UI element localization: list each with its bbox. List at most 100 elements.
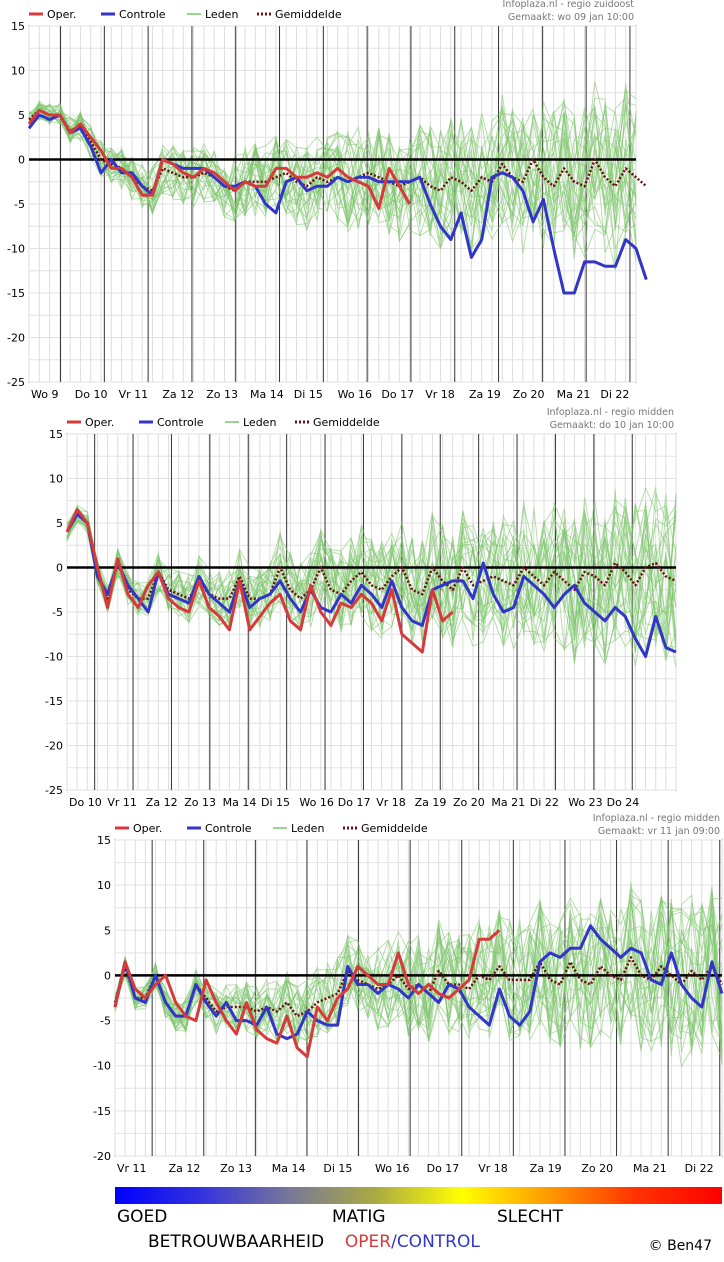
- x-tick-label: Do 17: [338, 796, 371, 809]
- member-line: [28, 101, 637, 253]
- member-line: [66, 493, 677, 664]
- y-tick-label: -10: [7, 243, 25, 256]
- x-tick-label: Zo 20: [581, 1162, 613, 1175]
- x-tick-label: Vr 11: [117, 1162, 147, 1175]
- reliability-color-bar: [115, 1187, 722, 1204]
- y-tick-label: -10: [45, 651, 63, 664]
- y-tick-label: 15: [97, 834, 111, 847]
- member-line: [114, 889, 723, 1042]
- x-tick-label: Zo 13: [206, 388, 238, 401]
- chart-3: 15 10 5 0 -5 -10 -15 -20 Vr 11 Za 12 Zo 13 Ma 14 Di …: [93, 813, 724, 1175]
- x-tick-label: Za 12: [162, 388, 194, 401]
- x-tick-label: Di 15: [323, 1162, 352, 1175]
- y-tick-label: -20: [93, 1150, 111, 1163]
- x-tick-label: Vr 11: [107, 796, 137, 809]
- legend-label-leden: Leden: [291, 822, 324, 835]
- member-line: [114, 925, 723, 1048]
- y-tick-label: -5: [52, 606, 63, 619]
- y-tick-label: 15: [11, 20, 25, 33]
- y-tick-label: -25: [7, 376, 25, 389]
- gemiddelde-line: [65, 512, 677, 600]
- x-tick-label: Vr 18: [376, 796, 406, 809]
- x-tick-label: Za 12: [146, 796, 178, 809]
- y-tick-label: 10: [49, 473, 63, 486]
- x-tick-label: Zo 20: [453, 796, 485, 809]
- legend-label-leden: Leden: [243, 416, 276, 429]
- x-tick-label: Do 17: [427, 1162, 460, 1175]
- copyright: © Ben47: [648, 1238, 712, 1254]
- oper-line: [65, 508, 454, 654]
- y-tick-label: -20: [7, 332, 25, 345]
- y-tick-label: -5: [14, 198, 25, 211]
- x-tick-label: Do 17: [381, 388, 414, 401]
- member-line: [28, 103, 637, 239]
- legend-label-oper: Oper.: [47, 8, 76, 21]
- legend-label-gemiddelde: Gemiddelde: [313, 416, 380, 429]
- x-tick-label: Za 19: [469, 388, 501, 401]
- x-tick-label: Di 15: [294, 388, 323, 401]
- y-tick-label: -15: [93, 1105, 111, 1118]
- x-tick-label: Ma 21: [633, 1162, 667, 1175]
- x-tick-label: Do 24: [607, 796, 640, 809]
- y-tick-label: -10: [93, 1060, 111, 1073]
- x-tick-label: Ma 14: [250, 388, 284, 401]
- y-tick-label: 5: [104, 924, 111, 937]
- y-tick-label: 10: [97, 879, 111, 892]
- scale-label-matig: MATIG: [332, 1207, 386, 1227]
- controle-line: [113, 924, 724, 1041]
- y-tick-label: -5: [100, 1015, 111, 1028]
- y-tick-label: -20: [45, 740, 63, 753]
- source-text: Infoplaza.nl - regio midden: [547, 407, 674, 418]
- x-tick-label: Do 10: [69, 796, 102, 809]
- member-line: [66, 497, 677, 655]
- x-tick-label: Di 22: [600, 388, 629, 401]
- y-tick-label: 5: [56, 517, 63, 530]
- legend-label-gemiddelde: Gemiddelde: [275, 8, 342, 21]
- controle-line: [27, 113, 648, 295]
- x-tick-label: Wo 16: [375, 1162, 409, 1175]
- made-text: Gemaakt: vr 11 jan 09:00: [598, 826, 720, 837]
- member-line: [66, 514, 677, 644]
- oper-line: [27, 109, 411, 210]
- x-tick-label: Do 10: [75, 388, 108, 401]
- x-tick-label: Ma 21: [557, 388, 591, 401]
- x-tick-label: Ma 14: [223, 796, 257, 809]
- gemiddelde-line: [113, 956, 724, 1018]
- reliability-caption: BETROUWBAARHEID OPER/CONTROL: [148, 1232, 480, 1252]
- x-tick-label: Zo 20: [513, 388, 545, 401]
- member-line: [28, 101, 637, 237]
- x-tick-label: Za 19: [530, 1162, 562, 1175]
- y-tick-label: 0: [56, 562, 63, 575]
- reliability-label: BETROUWBAARHEID: [148, 1232, 325, 1252]
- legend-label-leden: Leden: [205, 8, 238, 21]
- reliability-slash: /: [391, 1232, 397, 1252]
- scale-label-slecht: SLECHT: [497, 1207, 564, 1227]
- x-tick-label: Zo 13: [184, 796, 216, 809]
- x-tick-label: Di 22: [685, 1162, 714, 1175]
- member-line: [28, 103, 637, 235]
- x-tick-label: Vr 11: [119, 388, 149, 401]
- reliability-oper: OPER: [344, 1232, 392, 1252]
- y-tick-label: 10: [11, 65, 25, 78]
- y-tick-label: -15: [7, 287, 25, 300]
- source-text: Infoplaza.nl - regio midden: [593, 813, 720, 824]
- made-text: Gemaakt: do 10 jan 10:00: [550, 420, 674, 431]
- x-tick-label: Wo 16: [338, 388, 372, 401]
- scale-label-goed: GOED: [117, 1207, 168, 1227]
- x-tick-label: Vr 18: [425, 388, 455, 401]
- x-tick-label: Di 22: [530, 796, 559, 809]
- y-tick-label: 15: [49, 428, 63, 441]
- x-tick-label: Ma 14: [272, 1162, 306, 1175]
- made-text: Gemaakt: wo 09 jan 10:00: [508, 12, 634, 23]
- x-tick-label: Wo 9: [31, 388, 58, 401]
- x-tick-label: Za 19: [415, 796, 447, 809]
- legend-label-controle: Controle: [157, 416, 204, 429]
- x-tick-label: Vr 18: [478, 1162, 508, 1175]
- x-tick-label: Za 12: [169, 1162, 201, 1175]
- x-tick-label: Di 15: [261, 796, 290, 809]
- member-line: [28, 81, 637, 240]
- member-line: [114, 904, 723, 1056]
- member-line: [114, 897, 723, 1068]
- reliability-control: CONTROL: [396, 1232, 480, 1252]
